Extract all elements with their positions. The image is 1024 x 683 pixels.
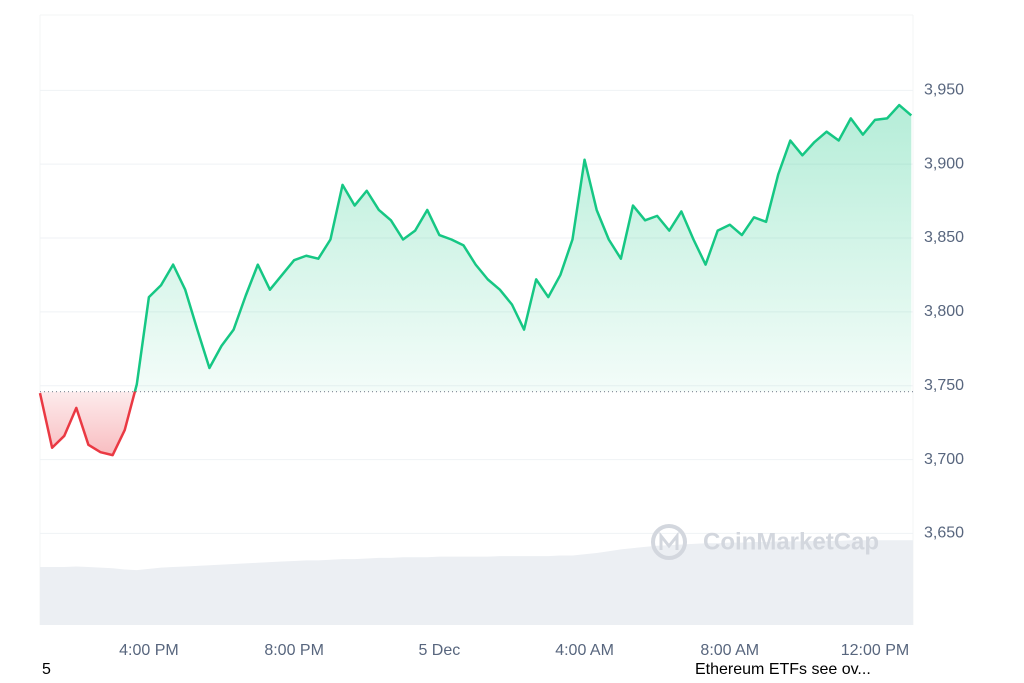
watermark-text: CoinMarketCap	[703, 528, 879, 555]
y-tick-label: 3,750	[924, 377, 964, 394]
area-up	[40, 105, 912, 392]
y-tick-label: 3,650	[924, 525, 964, 542]
y-tick-label: 3,800	[924, 303, 964, 320]
x-tick-label: 8:00 PM	[264, 642, 324, 659]
axis-layer: 3,650 3,700 3,750 3,800 3,850 3,900 3,950 4:00 …	[119, 82, 964, 660]
x-tick-label: 5 Dec	[418, 642, 460, 659]
y-tick-label: 3,950	[924, 82, 964, 99]
y-tick-label: 3,850	[924, 229, 964, 246]
x-tick-label: 12:00 PM	[841, 642, 909, 659]
area-down	[40, 391, 135, 456]
volume-area	[40, 540, 913, 625]
x-tick-label: 8:00 AM	[700, 642, 759, 659]
y-tick-label: 3,700	[924, 451, 964, 468]
volume-layer	[40, 540, 913, 625]
annotation[interactable]: 5	[42, 661, 51, 678]
annotation[interactable]: Ethereum ETFs see ov...	[695, 661, 871, 678]
watermark: CoinMarketCap	[651, 524, 879, 560]
price-line	[38, 103, 913, 457]
plot-layer	[38, 103, 913, 457]
x-tick-label: 4:00 PM	[119, 642, 179, 659]
grid-layer	[40, 89, 913, 534]
x-tick-label: 4:00 AM	[555, 642, 614, 659]
y-tick-label: 3,900	[924, 155, 964, 172]
